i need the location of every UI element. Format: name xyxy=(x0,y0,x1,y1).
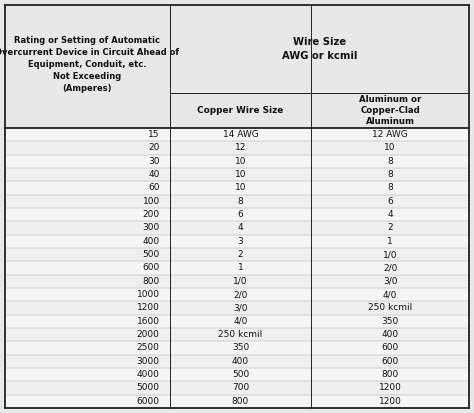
Text: 2: 2 xyxy=(387,223,393,233)
Text: 40: 40 xyxy=(148,170,160,179)
Bar xyxy=(5,248,469,261)
Bar xyxy=(5,301,469,315)
Text: 4/0: 4/0 xyxy=(233,317,248,326)
Bar xyxy=(5,328,469,341)
Bar xyxy=(5,195,469,208)
Bar xyxy=(5,315,469,328)
Text: 800: 800 xyxy=(232,397,249,406)
Text: 400: 400 xyxy=(143,237,160,246)
Bar xyxy=(5,168,469,181)
Text: 8: 8 xyxy=(237,197,243,206)
Text: 2500: 2500 xyxy=(137,344,160,353)
Bar xyxy=(5,261,469,275)
Text: 4: 4 xyxy=(387,210,393,219)
Text: 4000: 4000 xyxy=(137,370,160,379)
Text: 8: 8 xyxy=(387,170,393,179)
Text: 4/0: 4/0 xyxy=(383,290,397,299)
Text: 15: 15 xyxy=(148,130,160,139)
Text: 300: 300 xyxy=(143,223,160,233)
Text: 1/0: 1/0 xyxy=(233,277,248,286)
Text: 1: 1 xyxy=(237,263,243,273)
Bar xyxy=(5,208,469,221)
Bar xyxy=(5,381,469,395)
Text: 1600: 1600 xyxy=(137,317,160,326)
Text: Copper Wire Size: Copper Wire Size xyxy=(197,106,283,115)
Bar xyxy=(5,221,469,235)
Text: 1200: 1200 xyxy=(379,397,401,406)
Text: 14 AWG: 14 AWG xyxy=(223,130,258,139)
Text: 2/0: 2/0 xyxy=(233,290,248,299)
Text: Wire Size
AWG or kcmil: Wire Size AWG or kcmil xyxy=(282,38,357,61)
Text: 60: 60 xyxy=(148,183,160,192)
Text: 1/0: 1/0 xyxy=(383,250,397,259)
Text: 800: 800 xyxy=(382,370,399,379)
Text: 2/0: 2/0 xyxy=(383,263,397,273)
Bar xyxy=(5,235,469,248)
Text: 700: 700 xyxy=(232,384,249,392)
Text: 400: 400 xyxy=(382,330,399,339)
Text: Rating or Setting of Automatic
Overcurrent Device in Circuit Ahead of
Equipment,: Rating or Setting of Automatic Overcurre… xyxy=(0,36,180,93)
Text: 350: 350 xyxy=(382,317,399,326)
Bar xyxy=(5,275,469,288)
Text: 10: 10 xyxy=(235,170,246,179)
Text: 2000: 2000 xyxy=(137,330,160,339)
Text: 1: 1 xyxy=(387,237,393,246)
Text: Aluminum or
Copper-Clad
Aluminum: Aluminum or Copper-Clad Aluminum xyxy=(359,95,421,126)
Text: 800: 800 xyxy=(143,277,160,286)
Text: 8: 8 xyxy=(387,157,393,166)
Text: 600: 600 xyxy=(143,263,160,273)
Text: 200: 200 xyxy=(143,210,160,219)
Text: 10: 10 xyxy=(384,143,396,152)
Text: 4: 4 xyxy=(237,223,243,233)
Bar xyxy=(5,141,469,154)
Bar xyxy=(5,368,469,381)
Text: 3/0: 3/0 xyxy=(233,304,248,313)
Text: 20: 20 xyxy=(148,143,160,152)
Text: 600: 600 xyxy=(382,357,399,366)
Text: 400: 400 xyxy=(232,357,249,366)
Text: 2: 2 xyxy=(237,250,243,259)
Text: 250 kcmil: 250 kcmil xyxy=(368,304,412,313)
Text: 6000: 6000 xyxy=(137,397,160,406)
Text: 1200: 1200 xyxy=(379,384,401,392)
Text: 3000: 3000 xyxy=(137,357,160,366)
Bar xyxy=(5,355,469,368)
Text: 1200: 1200 xyxy=(137,304,160,313)
Bar xyxy=(5,395,469,408)
Text: 12: 12 xyxy=(235,143,246,152)
Text: 1000: 1000 xyxy=(137,290,160,299)
Text: 5000: 5000 xyxy=(137,384,160,392)
Bar xyxy=(5,154,469,168)
Text: 3/0: 3/0 xyxy=(383,277,397,286)
Text: 6: 6 xyxy=(237,210,243,219)
Text: 500: 500 xyxy=(232,370,249,379)
Text: 350: 350 xyxy=(232,344,249,353)
Text: 250 kcmil: 250 kcmil xyxy=(219,330,263,339)
Text: 10: 10 xyxy=(235,183,246,192)
Bar xyxy=(5,181,469,195)
Bar xyxy=(5,5,469,128)
Bar xyxy=(5,288,469,301)
Text: 600: 600 xyxy=(382,344,399,353)
Bar xyxy=(5,341,469,355)
Text: 100: 100 xyxy=(143,197,160,206)
Text: 500: 500 xyxy=(143,250,160,259)
Bar xyxy=(5,128,469,141)
Text: 30: 30 xyxy=(148,157,160,166)
Text: 8: 8 xyxy=(387,183,393,192)
Text: 3: 3 xyxy=(237,237,243,246)
Text: 12 AWG: 12 AWG xyxy=(372,130,408,139)
Text: 6: 6 xyxy=(387,197,393,206)
Text: 10: 10 xyxy=(235,157,246,166)
